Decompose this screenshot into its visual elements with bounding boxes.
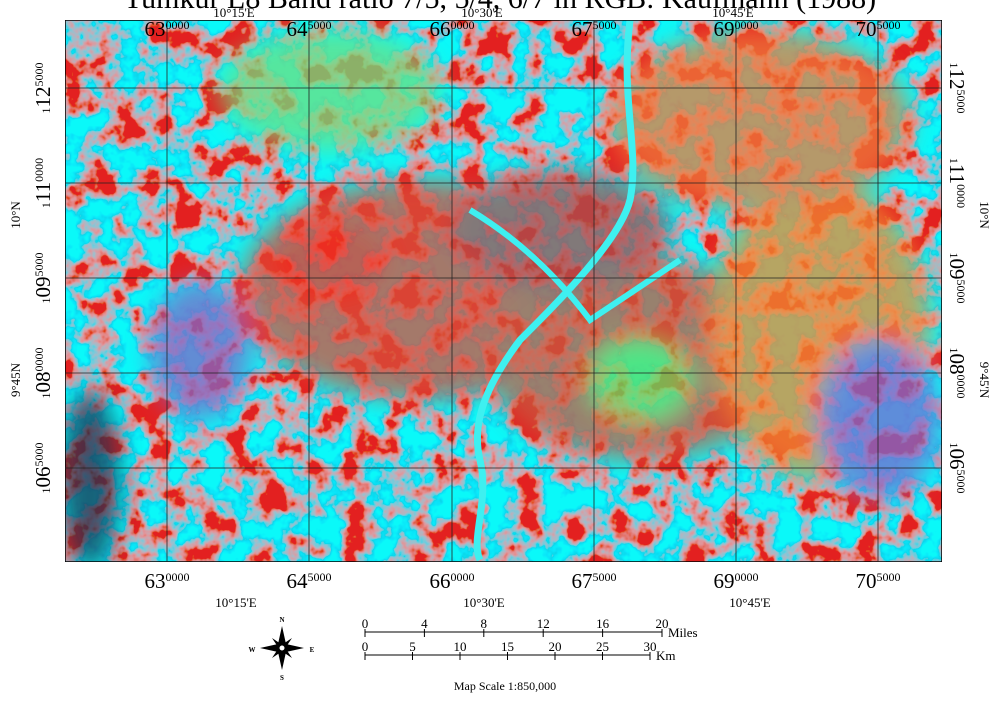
longitude-label: 10°30'E <box>461 5 503 20</box>
coordinate-label: 630000 <box>145 569 190 593</box>
coordinate-part: 0000 <box>954 375 968 399</box>
scale-label: 4 <box>421 616 428 631</box>
coordinate-label: 1110000 <box>945 158 969 208</box>
latitude-label: 10°N <box>8 201 23 229</box>
scale-label: 8 <box>481 616 488 631</box>
latitude-label: 9°45N <box>8 362 23 397</box>
scale-label: 10 <box>454 639 467 654</box>
coordinate-part: 5000 <box>308 18 332 32</box>
coordinate-part: 70 <box>856 569 877 593</box>
coordinate-part: 5000 <box>308 570 332 584</box>
coordinate-part: 0000 <box>451 570 475 584</box>
coordinate-part: 5000 <box>32 63 46 87</box>
coordinate-part: 0000 <box>166 570 190 584</box>
coordinate-part: 0000 <box>954 184 968 208</box>
map-scale: Map Scale 1:850,000 <box>454 679 556 693</box>
latitude-label: 9°45'N <box>977 362 992 399</box>
coordinate-part: 0000 <box>32 158 46 182</box>
coordinate-part: 69 <box>714 569 735 593</box>
scale-label: 16 <box>596 616 610 631</box>
coordinate-part: 08 <box>945 354 969 375</box>
coordinate-part: 63 <box>145 569 166 593</box>
coordinate-label: 1095000 <box>31 253 55 304</box>
coordinate-part: 09 <box>31 277 55 298</box>
coordinate-label: 690000 <box>714 569 759 593</box>
coordinate-label: 1110000 <box>31 158 55 208</box>
coordinate-part: 5000 <box>877 570 901 584</box>
coordinate-part: 08 <box>31 372 55 393</box>
coordinate-part: 66 <box>430 17 451 41</box>
scale-label: 12 <box>537 616 550 631</box>
coordinate-part: 70 <box>856 17 877 41</box>
coordinate-part: 66 <box>430 569 451 593</box>
coordinate-part: 5000 <box>593 570 617 584</box>
coordinate-part: 09 <box>945 259 969 280</box>
coordinate-part: 63 <box>145 17 166 41</box>
coordinate-label: 660000 <box>430 569 475 593</box>
coordinate-part: 5000 <box>32 443 46 467</box>
coordinate-part: 12 <box>31 87 55 108</box>
map-figure: Tumkur L8 Band ratio 7/5, 5/4, 6/7 in RG… <box>0 0 999 696</box>
coordinate-part: 69 <box>714 17 735 41</box>
coordinate-part: 64 <box>287 569 309 593</box>
coordinate-part: 5000 <box>32 253 46 277</box>
coordinate-label: 1065000 <box>31 443 55 494</box>
coordinate-part: 12 <box>945 69 969 90</box>
coordinate-part: 5000 <box>877 18 901 32</box>
scale-label: 15 <box>501 639 514 654</box>
latitude-label: 10°N <box>977 201 992 229</box>
coordinate-part: 0000 <box>735 570 759 584</box>
coordinate-part: 67 <box>572 17 593 41</box>
coordinate-part: 06 <box>31 467 55 488</box>
scale-label: 20 <box>549 639 562 654</box>
coordinate-part: 06 <box>945 449 969 470</box>
coordinate-part: 67 <box>572 569 593 593</box>
coordinate-label: 1065000 <box>945 443 969 494</box>
coordinate-part: 11 <box>945 164 969 184</box>
scale-label: 30 <box>644 639 657 654</box>
coordinate-label: 1080000 <box>31 348 55 399</box>
compass-letter: E <box>310 646 315 654</box>
coordinate-label: 1125000 <box>945 63 969 114</box>
coordinate-label: 705000 <box>856 569 901 593</box>
coordinate-label: 1125000 <box>31 63 55 114</box>
compass-letter: S <box>280 674 284 682</box>
coordinate-part: 0000 <box>166 18 190 32</box>
longitude-label: 10°30'E <box>463 595 505 610</box>
coordinate-part: 0000 <box>735 18 759 32</box>
compass-letter: W <box>249 646 256 654</box>
coordinate-label: 1095000 <box>945 253 969 304</box>
coordinate-label: 675000 <box>572 569 617 593</box>
scale-label: 20 <box>656 616 669 631</box>
satellite-image <box>60 20 942 570</box>
coordinate-part: 0000 <box>32 348 46 372</box>
north-arrow: N S E W <box>249 616 315 682</box>
coordinate-label: 1080000 <box>945 348 969 399</box>
longitude-label: 10°15'E <box>213 5 255 20</box>
coordinate-part: 5000 <box>593 18 617 32</box>
coordinate-part: 64 <box>287 17 309 41</box>
longitude-label: 10°45'E <box>712 5 754 20</box>
coordinate-label: 645000 <box>287 569 332 593</box>
compass-letter: N <box>279 616 284 624</box>
coordinate-part: 5000 <box>954 280 968 304</box>
scale-unit: Km <box>656 648 676 663</box>
coordinate-part: 11 <box>31 182 55 202</box>
coordinate-part: 5000 <box>954 470 968 494</box>
longitude-label: 10°15'E <box>215 595 257 610</box>
scale-label: 0 <box>362 616 369 631</box>
longitude-label: 10°45'E <box>729 595 771 610</box>
coordinate-part: 0000 <box>451 18 475 32</box>
coordinate-part: 5000 <box>954 90 968 114</box>
scale-label: 0 <box>362 639 369 654</box>
scale-label: 5 <box>409 639 416 654</box>
scale-unit: Miles <box>668 625 698 640</box>
scale-label: 25 <box>596 639 609 654</box>
